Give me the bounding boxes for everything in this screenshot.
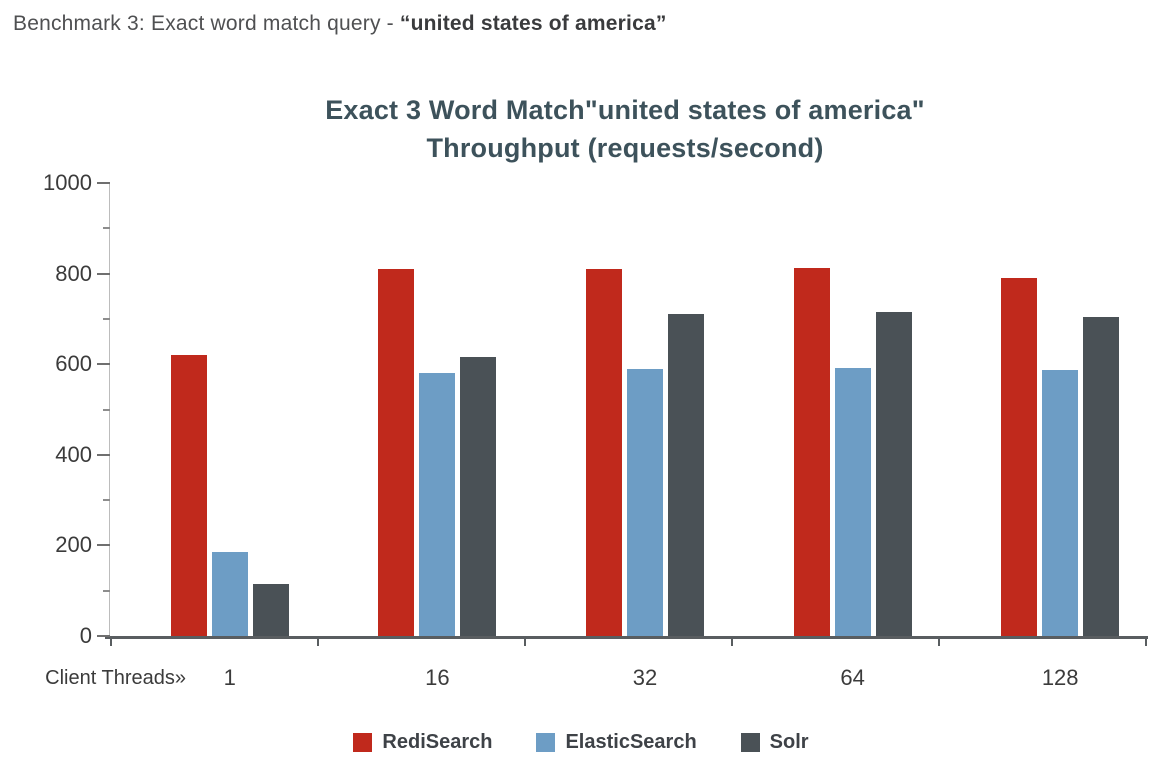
y-minor-tick-100	[103, 589, 110, 592]
y-tick-label-200: 200	[55, 532, 92, 558]
benchmark-header: Benchmark 3: Exact word match query - “u…	[13, 12, 667, 36]
y-tick-400	[97, 453, 110, 456]
bar-solr-128	[1083, 316, 1120, 636]
legend: RediSearch ElasticSearch Solr	[0, 731, 1162, 754]
y-tick-label-600: 600	[55, 351, 92, 377]
legend-label-elasticsearch: ElasticSearch	[565, 731, 697, 753]
bar-solr-64	[875, 312, 912, 636]
bar-elasticsearch-64	[834, 367, 871, 636]
bar-elasticsearch-16	[419, 373, 456, 636]
bar-redisearch-32	[585, 269, 622, 636]
y-tick-800	[97, 272, 110, 275]
x-category-label-16: 16	[425, 665, 450, 690]
legend-swatch-redisearch	[353, 733, 373, 752]
y-minor-tick-700	[103, 317, 110, 320]
y-minor-tick-300	[103, 499, 110, 502]
x-tick-1	[317, 639, 319, 646]
legend-item-elasticsearch: ElasticSearch	[536, 731, 697, 754]
x-category-label-64: 64	[840, 665, 865, 690]
x-tick-3	[731, 639, 733, 646]
x-tick-5	[1145, 639, 1147, 646]
bar-solr-32	[667, 314, 704, 636]
x-category-labels: 1 16 32 64 128	[126, 665, 1162, 691]
legend-swatch-solr	[740, 733, 760, 752]
benchmark-header-query: “united states of america”	[399, 12, 667, 35]
bar-redisearch-1	[170, 355, 207, 636]
x-category-label-32: 32	[632, 665, 658, 690]
bar-redisearch-64	[793, 268, 830, 636]
bar-redisearch-128	[1001, 278, 1038, 636]
legend-swatch-elasticsearch	[536, 733, 556, 752]
x-tick-2	[524, 639, 526, 646]
bar-group-32	[541, 183, 749, 636]
legend-label-solr: Solr	[769, 731, 809, 753]
bar-group-16	[334, 183, 542, 636]
y-tick-1000	[97, 182, 110, 184]
bar-solr-1	[252, 583, 289, 636]
legend-item-redisearch: RediSearch	[353, 731, 492, 754]
legend-label-redisearch: RediSearch	[382, 731, 493, 753]
bar-group-64	[749, 183, 957, 636]
y-minor-tick-900	[103, 227, 110, 230]
bar-solr-16	[460, 357, 497, 636]
x-category-label-1: 1	[223, 665, 236, 690]
bar-redisearch-16	[378, 269, 415, 636]
y-tick-600	[97, 363, 110, 366]
benchmark-header-text: Benchmark 3: Exact word match query -	[13, 12, 400, 35]
x-tick-0	[110, 639, 112, 646]
bar-group-128	[956, 183, 1162, 636]
y-tick-0	[97, 635, 110, 637]
legend-item-solr: Solr	[740, 731, 809, 754]
x-axis-label: Client Threads»	[45, 667, 186, 689]
y-tick-label-800: 800	[55, 260, 92, 286]
y-tick-200	[97, 544, 110, 547]
plot-area	[126, 183, 1162, 636]
y-tick-label-400: 400	[55, 441, 92, 467]
x-axis-line	[105, 636, 1148, 639]
x-tick-4	[938, 639, 940, 646]
chart-title: Exact 3 Word Match"united states of amer…	[110, 92, 1140, 168]
bar-elasticsearch-128	[1042, 369, 1079, 636]
chart-title-line2: Throughput (requests/second)	[426, 132, 824, 163]
bar-elasticsearch-32	[626, 368, 663, 636]
y-tick-label-1000: 1000	[43, 170, 92, 195]
x-category-label-128: 128	[1041, 665, 1079, 690]
chart-title-line1: Exact 3 Word Match"united states of amer…	[325, 95, 925, 125]
y-minor-tick-500	[103, 408, 110, 411]
bar-elasticsearch-1	[211, 552, 248, 636]
bar-group-1	[126, 183, 334, 636]
y-tick-label-0: 0	[79, 623, 92, 648]
